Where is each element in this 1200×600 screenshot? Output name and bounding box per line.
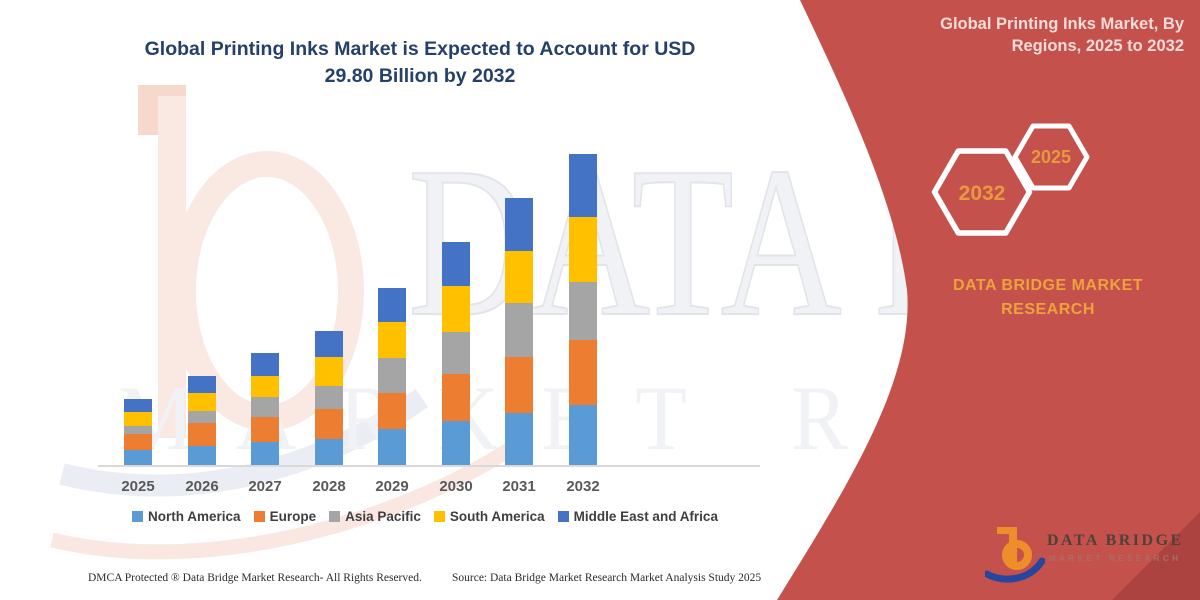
- legend-swatch: [557, 511, 569, 522]
- bar-segment-middle-east-and-africa: [251, 352, 279, 376]
- legend-swatch: [253, 511, 265, 522]
- bar-segment-south-america: [315, 357, 343, 386]
- bar-segment-europe: [124, 433, 152, 450]
- bar-segment-asia-pacific: [315, 385, 343, 410]
- hexagon-graphic: 2032 2025: [931, 123, 1090, 236]
- x-axis-line: [98, 465, 760, 467]
- logo-title: DATA BRIDGE: [1047, 532, 1184, 549]
- corner-accent-shape: [1112, 512, 1200, 600]
- bar-segment-north-america: [315, 439, 343, 465]
- x-axis-label-2029: 2029: [375, 478, 409, 495]
- side-panel-title: Global Printing Inks Market, By Regions,…: [854, 13, 1184, 57]
- logo-subtitle: MARKET RESEARCH: [1049, 554, 1182, 563]
- bar-segment-north-america: [569, 404, 597, 465]
- legend-item-middle-east-and-africa: Middle East and Africa: [557, 509, 718, 524]
- x-axis-label-2031: 2031: [502, 478, 536, 495]
- legend-label: North America: [148, 509, 241, 524]
- bar-segment-north-america: [251, 442, 279, 465]
- bar-segment-middle-east-and-africa: [442, 241, 470, 287]
- bar-segment-europe: [442, 374, 470, 421]
- bar-segment-south-america: [505, 250, 533, 304]
- x-axis-label-2025: 2025: [121, 478, 155, 495]
- legend-swatch: [132, 511, 144, 522]
- legend-label: Europe: [269, 509, 317, 524]
- x-axis-label-2030: 2030: [439, 478, 473, 495]
- legend-label: Asia Pacific: [345, 509, 421, 524]
- bar-segment-asia-pacific: [378, 357, 406, 393]
- bar-segment-south-america: [378, 321, 406, 358]
- chart-title: Global Printing Inks Market is Expected …: [130, 36, 710, 90]
- bar-segment-south-america: [124, 411, 152, 426]
- hexagon-2032-label: 2032: [959, 182, 1006, 205]
- logo-b-icon: [985, 527, 1045, 583]
- bar-segment-asia-pacific: [251, 397, 279, 418]
- legend-label: South America: [449, 509, 545, 524]
- footer-source-text: Source: Data Bridge Market Research Mark…: [452, 572, 762, 584]
- legend-item-europe: Europe: [253, 509, 317, 524]
- side-panel-title-line2: Regions, 2025 to 2032: [1011, 37, 1184, 55]
- bar-segment-europe: [251, 417, 279, 443]
- legend-label: Middle East and Africa: [573, 509, 718, 524]
- hexagon-2025: [1012, 123, 1090, 191]
- bar-segment-north-america: [505, 413, 533, 465]
- bar-segment-north-america: [378, 428, 406, 465]
- bar-segment-asia-pacific: [188, 411, 216, 423]
- bar-segment-middle-east-and-africa: [315, 330, 343, 358]
- chart-title-line2: 29.80 Billion by 2032: [324, 65, 516, 87]
- bar-segment-asia-pacific: [569, 281, 597, 340]
- bar-segment-south-america: [442, 286, 470, 333]
- brand-text-line2: RESEARCH: [1001, 301, 1095, 318]
- bar-segment-europe: [569, 339, 597, 405]
- hexagon-2025-label: 2025: [1031, 147, 1071, 167]
- bar-segment-middle-east-and-africa: [188, 376, 216, 393]
- bar-segment-south-america: [188, 392, 216, 411]
- bar-segment-europe: [378, 392, 406, 429]
- chart-title-line1: Global Printing Inks Market is Expected …: [144, 38, 696, 60]
- bar-segment-europe: [315, 409, 343, 439]
- x-axis-label-2032: 2032: [566, 478, 600, 495]
- bar-segment-asia-pacific: [442, 332, 470, 375]
- bar-segment-middle-east-and-africa: [505, 198, 533, 251]
- legend-swatch: [433, 511, 445, 522]
- bar-segment-asia-pacific: [505, 303, 533, 358]
- legend-swatch: [329, 511, 341, 522]
- chart-legend: North America Europe Asia Pacific South Ame…: [90, 509, 760, 524]
- x-axis-label-2028: 2028: [312, 478, 346, 495]
- bar-segment-north-america: [442, 420, 470, 465]
- x-axis-label-2027: 2027: [248, 478, 282, 495]
- bar-segment-europe: [505, 357, 533, 414]
- bar-segment-north-america: [188, 445, 216, 465]
- legend-item-south-america: South America: [433, 509, 545, 524]
- legend-item-north-america: North America: [132, 509, 241, 524]
- bar-segment-middle-east-and-africa: [569, 153, 597, 217]
- bar-segment-south-america: [569, 216, 597, 282]
- brand-text-line1: DATA BRIDGE MARKET: [952, 277, 1144, 294]
- watermark-swoosh-pink: [50, 435, 525, 560]
- x-axis-label-2026: 2026: [185, 478, 219, 495]
- bar-segment-asia-pacific: [124, 425, 152, 434]
- bar-segment-middle-east-and-africa: [378, 287, 406, 322]
- brand-text: DATA BRIDGE MARKET RESEARCH: [928, 274, 1168, 322]
- hexagon-2032: [931, 148, 1033, 236]
- bar-segment-north-america: [124, 449, 152, 465]
- bar-segment-middle-east-and-africa: [124, 398, 152, 412]
- legend-item-asia-pacific: Asia Pacific: [329, 509, 421, 524]
- bar-segment-south-america: [251, 375, 279, 398]
- side-panel-title-line1: Global Printing Inks Market, By: [940, 15, 1184, 33]
- company-logo: DATA BRIDGE MARKET RESEARCH: [985, 524, 1195, 588]
- side-panel-shape: [777, 0, 1200, 600]
- footer-dmca-text: DMCA Protected ® Data Bridge Market Rese…: [88, 572, 422, 584]
- bar-segment-europe: [188, 422, 216, 446]
